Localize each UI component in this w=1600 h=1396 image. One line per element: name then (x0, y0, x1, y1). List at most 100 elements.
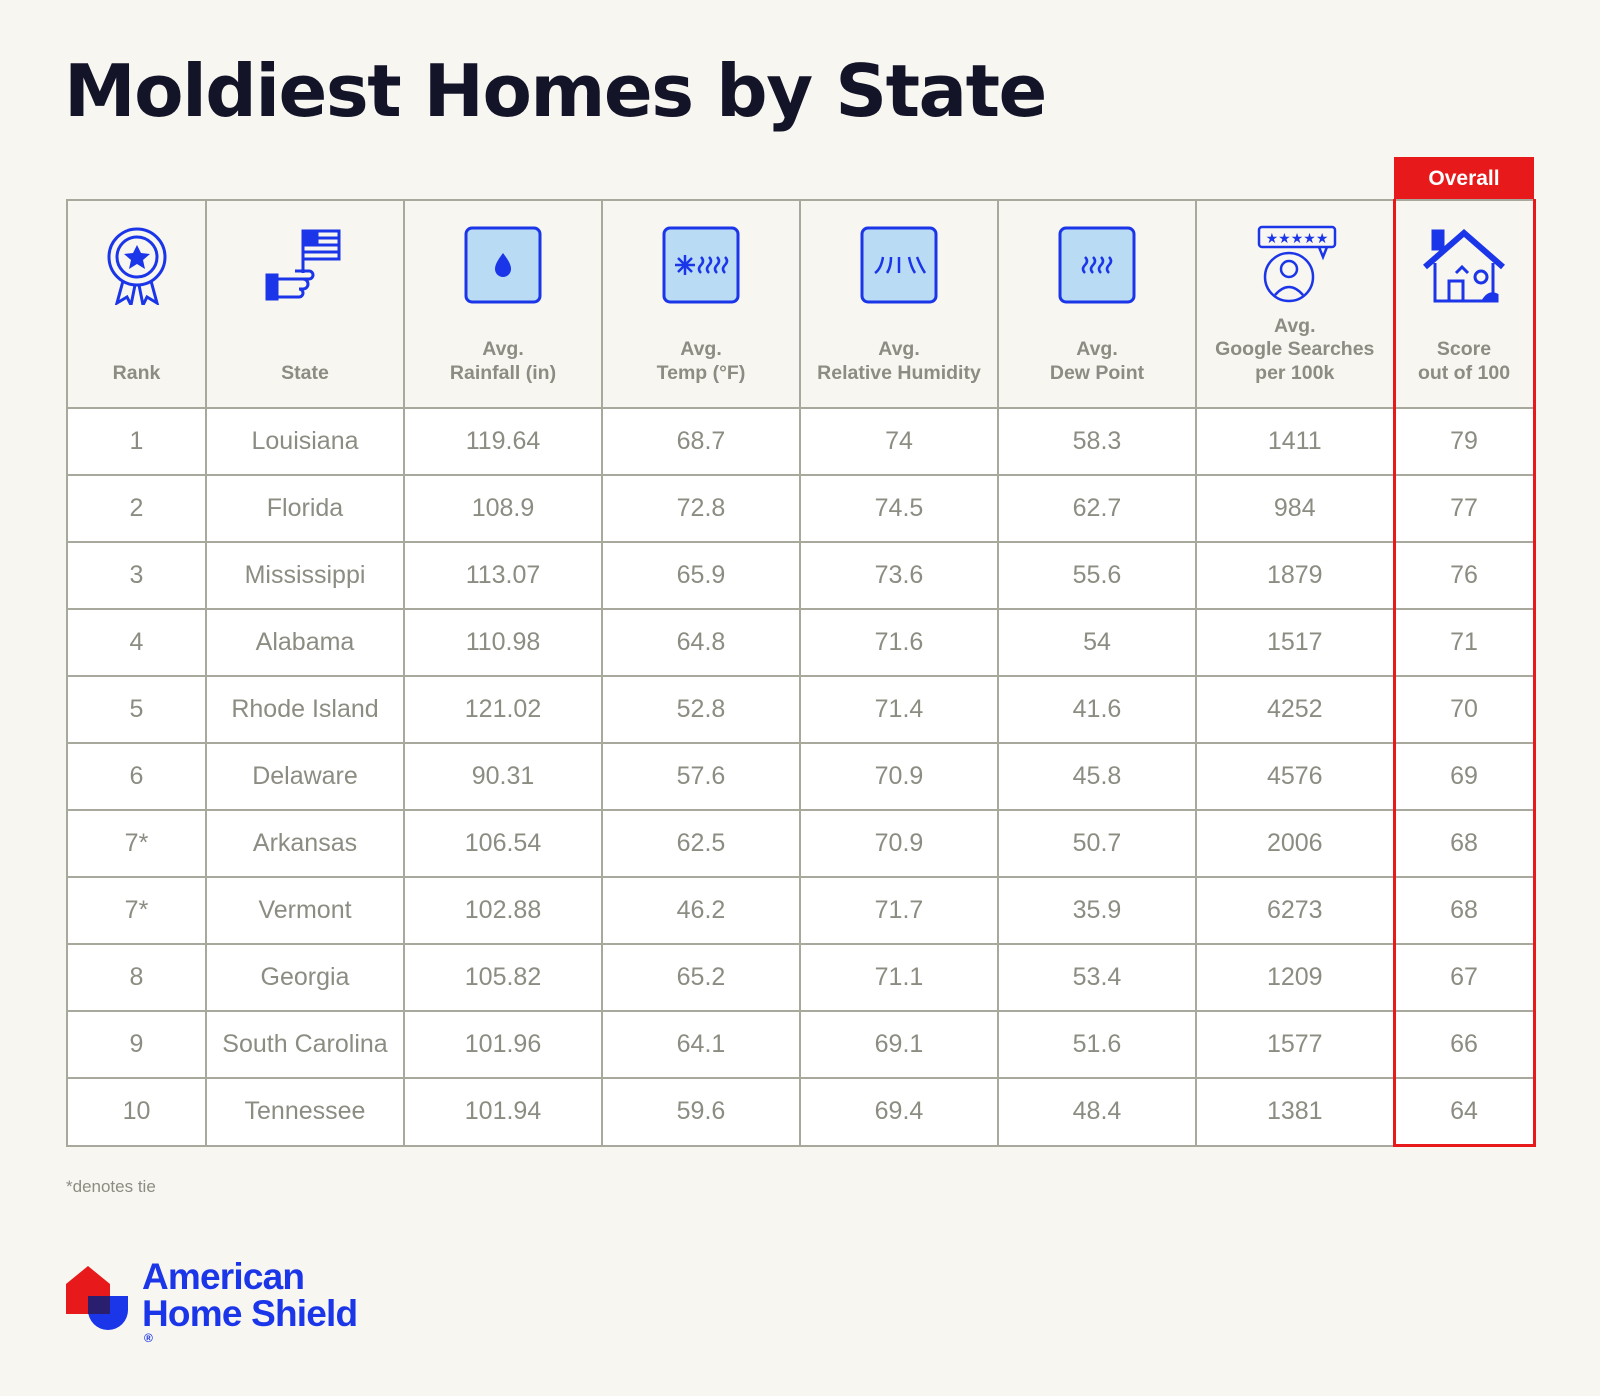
cell-score: 76 (1392, 541, 1536, 610)
page-title: Moldiest Homes by State (64, 49, 1047, 133)
cell-searches: 984 (1195, 474, 1395, 543)
col-label-searches: Avg. Google Searches per 100k (1215, 314, 1375, 384)
heat-waves-icon (1000, 225, 1194, 305)
table-row: 7* Arkansas 106.54 62.5 70.9 50.7 2006 68 (66, 809, 1536, 878)
col-label-temp: Avg. Temp (°F) (656, 338, 746, 384)
cell-state: Florida (205, 474, 405, 543)
col-label-humidity: Avg. Relative Humidity (817, 338, 981, 384)
cell-rank: 5 (66, 675, 207, 744)
cell-dew-point: 51.6 (997, 1010, 1197, 1079)
cell-temp: 72.8 (601, 474, 801, 543)
cell-score: 69 (1392, 742, 1536, 811)
cell-rainfall: 101.96 (403, 1010, 603, 1079)
cell-rank: 8 (66, 943, 207, 1012)
cell-state: Georgia (205, 943, 405, 1012)
cell-state: Alabama (205, 608, 405, 677)
cell-rainfall: 121.02 (403, 675, 603, 744)
cell-rainfall: 101.94 (403, 1077, 603, 1147)
cell-temp: 62.5 (601, 809, 801, 878)
cell-rank: 10 (66, 1077, 207, 1147)
table-row: 6 Delaware 90.31 57.6 70.9 45.8 4576 69 (66, 742, 1536, 811)
cell-searches: 1381 (1195, 1077, 1395, 1147)
col-header-temp: Avg. Temp (°F) (601, 199, 801, 409)
brand-name-line2: Home Shield (142, 1293, 358, 1334)
cell-dew-point: 41.6 (997, 675, 1197, 744)
col-header-rank: Rank (66, 199, 207, 409)
cell-state: Mississippi (205, 541, 405, 610)
cell-state: Delaware (205, 742, 405, 811)
cell-dew-point: 45.8 (997, 742, 1197, 811)
cell-rainfall: 106.54 (403, 809, 603, 878)
review-person-icon: ★★★★★ (1198, 225, 1392, 305)
cell-temp: 64.1 (601, 1010, 801, 1079)
table-row: 3 Mississippi 113.07 65.9 73.6 55.6 1879 76 (66, 541, 1536, 610)
cell-searches: 1879 (1195, 541, 1395, 610)
cell-dew-point: 53.4 (997, 943, 1197, 1012)
cell-humidity: 71.6 (799, 608, 999, 677)
cell-score: 68 (1392, 809, 1536, 878)
cell-temp: 65.9 (601, 541, 801, 610)
cell-state: Louisiana (205, 407, 405, 476)
cell-state: Rhode Island (205, 675, 405, 744)
cell-dew-point: 50.7 (997, 809, 1197, 878)
cell-rank: 7* (66, 876, 207, 945)
table-row: 10 Tennessee 101.94 59.6 69.4 48.4 1381 64 (66, 1077, 1536, 1147)
cell-score: 66 (1392, 1010, 1536, 1079)
svg-text:★★★★★: ★★★★★ (1265, 230, 1328, 246)
cell-searches: 4576 (1195, 742, 1395, 811)
cell-rainfall: 102.88 (403, 876, 603, 945)
cell-rank: 1 (66, 407, 207, 476)
cell-temp: 64.8 (601, 608, 801, 677)
cell-rainfall: 105.82 (403, 943, 603, 1012)
brand-logo: American Home Shield ® (66, 1256, 358, 1345)
cell-humidity: 69.4 (799, 1077, 999, 1147)
table-row: 2 Florida 108.9 72.8 74.5 62.7 984 77 (66, 474, 1536, 543)
col-label-score: Score out of 100 (1417, 338, 1511, 384)
registered-mark: ® (144, 1331, 153, 1345)
cell-humidity: 71.1 (799, 943, 999, 1012)
table-row: 1 Louisiana 119.64 68.7 74 58.3 1411 79 (66, 407, 1536, 476)
cell-humidity: 70.9 (799, 809, 999, 878)
cell-score: 71 (1392, 608, 1536, 677)
cell-rainfall: 108.9 (403, 474, 603, 543)
cell-humidity: 71.4 (799, 675, 999, 744)
cell-dew-point: 62.7 (997, 474, 1197, 543)
cell-dew-point: 55.6 (997, 541, 1197, 610)
col-header-dew-point: Avg. Dew Point (997, 199, 1197, 409)
cell-dew-point: 54 (997, 608, 1197, 677)
col-label-rank: Rank (112, 361, 161, 384)
cell-rank: 6 (66, 742, 207, 811)
sun-heat-icon (604, 225, 798, 305)
table-body: 1 Louisiana 119.64 68.7 74 58.3 1411 79 2 Florida… (66, 407, 1536, 1147)
humidity-icon (802, 225, 996, 305)
hand-flag-icon (208, 225, 402, 305)
house-icon (1397, 225, 1531, 305)
cell-state: Vermont (205, 876, 405, 945)
cell-temp: 59.6 (601, 1077, 801, 1147)
col-label-state: State (281, 361, 329, 384)
cell-rainfall: 113.07 (403, 541, 603, 610)
cell-rank: 4 (66, 608, 207, 677)
footnote: *denotes tie (66, 1177, 156, 1196)
cell-score: 70 (1392, 675, 1536, 744)
table-row: 5 Rhode Island 121.02 52.8 71.4 41.6 4252 70 (66, 675, 1536, 744)
cell-state: Tennessee (205, 1077, 405, 1147)
cell-rank: 3 (66, 541, 207, 610)
table-row: 7* Vermont 102.88 46.2 71.7 35.9 6273 68 (66, 876, 1536, 945)
cell-state: Arkansas (205, 809, 405, 878)
cell-searches: 1209 (1195, 943, 1395, 1012)
cell-dew-point: 35.9 (997, 876, 1197, 945)
brand-logo-mark-icon (66, 1266, 128, 1330)
brand-name-line1: American (142, 1256, 305, 1297)
cell-rank: 2 (66, 474, 207, 543)
cell-rainfall: 90.31 (403, 742, 603, 811)
cell-score: 64 (1392, 1077, 1536, 1147)
cell-score: 79 (1392, 407, 1536, 476)
col-header-score: Score out of 100 (1392, 199, 1536, 409)
cell-humidity: 71.7 (799, 876, 999, 945)
award-ribbon-icon (69, 225, 204, 305)
cell-rank: 9 (66, 1010, 207, 1079)
cell-score: 67 (1392, 943, 1536, 1012)
table-row: 4 Alabama 110.98 64.8 71.6 54 1517 71 (66, 608, 1536, 677)
cell-searches: 1517 (1195, 608, 1395, 677)
